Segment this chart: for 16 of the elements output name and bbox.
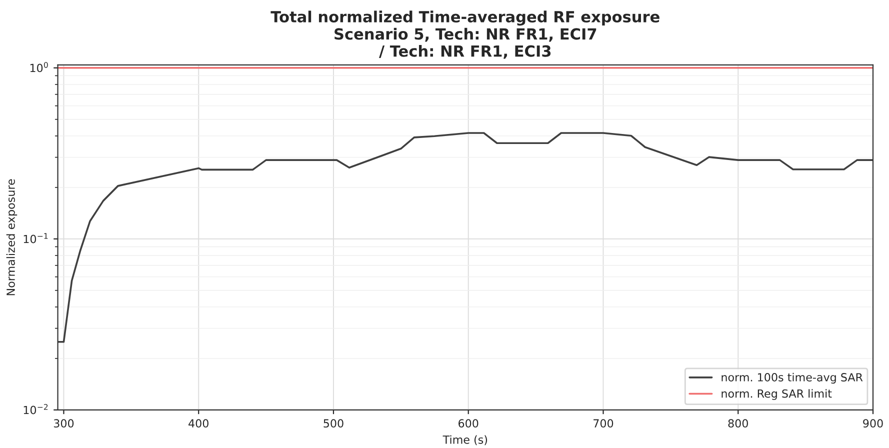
x-tick-label: 600 xyxy=(458,419,478,428)
x-tick-label: 700 xyxy=(594,419,614,428)
y-tick-label: 10$^{−1}$ xyxy=(24,233,48,244)
line-series xyxy=(58,132,873,343)
x-tick-label: 500 xyxy=(324,419,344,428)
y-tick-label: 10$^{0}$ xyxy=(30,62,48,72)
x-tick-label: 400 xyxy=(188,419,208,428)
legend-label: norm. Reg SAR limit xyxy=(722,389,832,400)
x-tick-label: 800 xyxy=(728,419,748,428)
x-tick-label: 300 xyxy=(54,419,74,428)
x-tick-label: 900 xyxy=(863,419,883,428)
chart-title: Total normalized Time-averaged RF exposure Scenario 5, Tech: NR FR1, ECI7 / Tech: NR FR1, ECI3 xyxy=(270,10,660,59)
y-axis-title: Normalized exposure xyxy=(6,179,18,296)
legend-label: norm. 100s time-avg SAR xyxy=(722,372,863,384)
y-tick-label: 10$^{−2}$ xyxy=(24,404,48,414)
x-axis-title: Time (s) xyxy=(442,435,488,446)
